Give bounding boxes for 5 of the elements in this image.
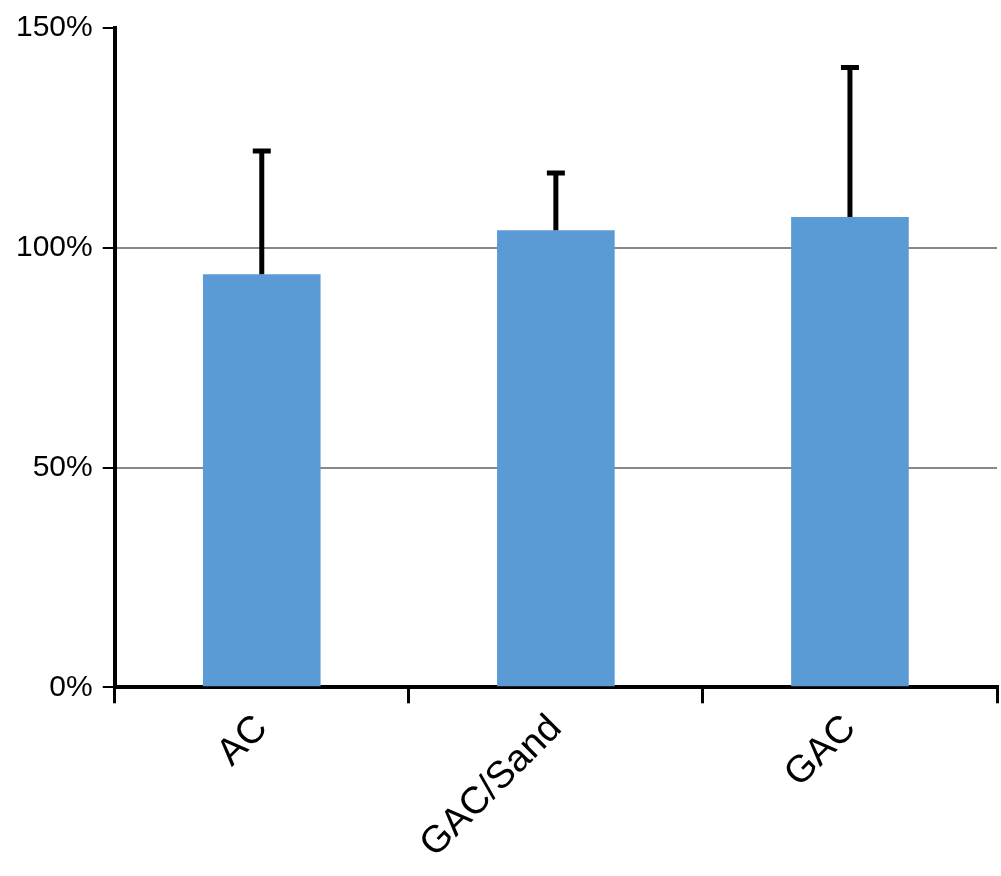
x-tick-label: AC bbox=[207, 705, 275, 773]
y-tick-label: 150% bbox=[15, 9, 93, 43]
y-tick-label: 100% bbox=[15, 229, 93, 263]
y-tick-label: 0% bbox=[49, 668, 93, 702]
y-tick-label: 50% bbox=[32, 448, 93, 482]
